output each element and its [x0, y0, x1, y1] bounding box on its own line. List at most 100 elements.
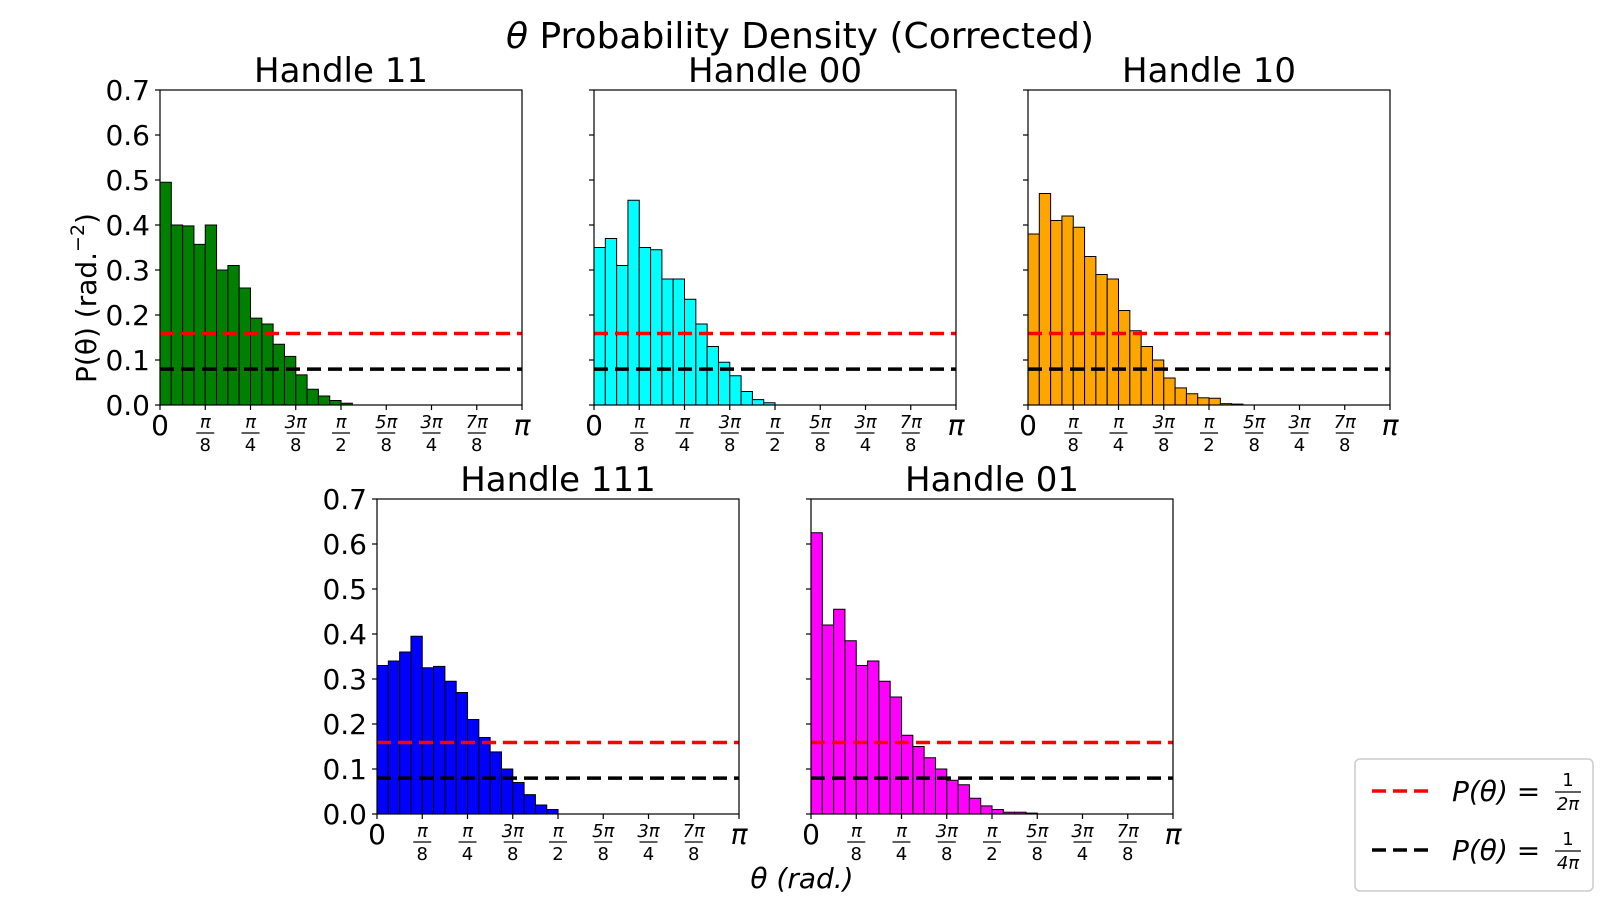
histogram-bar	[604, 238, 618, 406]
figure-title: θ Probability Density (Corrected)	[506, 16, 1094, 57]
histogram-bar	[478, 737, 491, 815]
histogram-bar	[272, 343, 285, 406]
x-tick-numerator: π	[679, 412, 691, 433]
histogram-bar	[295, 374, 308, 406]
histogram-bar	[1208, 397, 1221, 406]
x-tick-numerator: π	[336, 412, 348, 433]
histogram-bar	[957, 784, 970, 815]
x-tick-denominator: 8	[1122, 844, 1133, 865]
y-ticks	[1023, 89, 1028, 406]
y-tick-label: 0.2	[105, 299, 150, 332]
y-tick-label: 0.6	[322, 528, 367, 561]
subplots: Handle 110.00.10.20.30.40.50.60.70 π8π43π…	[105, 51, 1399, 865]
x-tick-denominator: 4	[896, 844, 907, 865]
x-tick-label: 0	[368, 818, 386, 851]
bars	[810, 532, 1038, 815]
x-tick-numerator: 3π	[1071, 821, 1094, 842]
x-tick-numerator: 3π	[502, 821, 525, 842]
x-tick-denominator: 8	[941, 844, 952, 865]
x-tick-denominator: 4	[1077, 844, 1088, 865]
histogram-bar	[1140, 346, 1153, 406]
figure-title-theta: θ	[506, 16, 528, 57]
y-tick-label: 0.4	[322, 618, 367, 651]
histogram-bar	[467, 719, 480, 815]
x-tick-numerator: π	[634, 412, 646, 433]
x-tick-denominator: 8	[290, 435, 301, 456]
x-tick-numerator: 3π	[854, 412, 877, 433]
histogram-bar	[810, 532, 823, 815]
subplot-title: Handle 10	[1122, 51, 1296, 91]
x-tick-denominator: 8	[507, 844, 518, 865]
x-tick-numerator: π	[851, 821, 863, 842]
y-ticks: 0.0 0.1 0.2 0.3 0.4 0.5 0.6 0.7	[105, 74, 160, 422]
histogram-bar	[534, 804, 548, 815]
histogram-bar	[1174, 387, 1187, 406]
histogram-bar	[410, 635, 423, 815]
x-tick-denominator: 8	[200, 435, 211, 456]
legend-label: P(θ) =	[1452, 775, 1540, 808]
x-tick-denominator: 2	[986, 844, 997, 865]
histogram-bar	[844, 640, 857, 815]
x-tick-fraction: 5π8	[1026, 821, 1049, 865]
x-tick-numerator: 5π	[1026, 821, 1049, 842]
y-axis-label-exponent: −2	[67, 224, 89, 252]
x-tick-denominator: 2	[1203, 435, 1214, 456]
histogram-bar	[227, 265, 240, 406]
histogram-bar	[1038, 193, 1052, 406]
x-tick-fraction: 3π4	[420, 412, 443, 456]
histogram-bar	[934, 768, 948, 815]
histogram-bar	[1106, 278, 1120, 406]
x-tick-denominator: 4	[679, 435, 690, 456]
histogram-bar	[751, 399, 765, 406]
y-ticks	[589, 89, 594, 406]
legend-item: P(θ) = 1 4π	[1372, 829, 1581, 874]
histogram-bar	[283, 355, 297, 406]
x-tick-numerator: 7π	[900, 412, 923, 433]
histogram-bar	[821, 624, 835, 815]
histogram-bar	[968, 797, 982, 815]
x-tick-denominator: 8	[471, 435, 482, 456]
histogram-bar	[523, 794, 536, 815]
histogram-bar	[444, 680, 457, 815]
bars	[593, 199, 776, 406]
x-tick-fraction: 3π8	[1153, 412, 1176, 456]
x-tick-fraction: π2	[549, 821, 567, 865]
x-tick-numerator: π	[245, 412, 257, 433]
y-tick-label: 0.5	[322, 573, 367, 606]
x-tick-fraction: π4	[458, 821, 477, 865]
x-tick-numerator: π	[1204, 412, 1216, 433]
x-tick-label: π	[1382, 409, 1400, 442]
x-tick-fraction: 5π8	[809, 412, 832, 456]
histogram-bar	[193, 243, 206, 406]
x-tick-label: π	[731, 818, 749, 851]
x-tick-fraction: 3π8	[285, 412, 308, 456]
y-axis-label: P(θ) (rad.−2)	[67, 213, 103, 383]
x-tick-numerator: π	[417, 821, 429, 842]
x-tick-fraction: π8	[196, 412, 215, 456]
x-tick-label: π	[948, 409, 966, 442]
y-tick-label: 0.3	[105, 254, 150, 287]
x-tick-numerator: 5π	[592, 821, 615, 842]
histogram-bar	[1072, 226, 1086, 406]
x-tick-denominator: 8	[598, 844, 609, 865]
x-tick-fraction: π8	[1064, 412, 1083, 456]
histogram-bar	[684, 298, 697, 406]
subplot-title: Handle 11	[254, 51, 428, 91]
histogram-bar	[706, 346, 719, 406]
histogram-bar	[627, 199, 640, 406]
histogram-bar	[672, 278, 686, 406]
x-tick-denominator: 2	[769, 435, 780, 456]
x-tick-denominator: 8	[1068, 435, 1079, 456]
y-tick-label: 0.7	[322, 483, 367, 516]
x-tick-fraction: 7π8	[466, 412, 489, 456]
histogram-bar	[1061, 215, 1074, 406]
x-tick-fraction: π4	[241, 412, 260, 456]
x-tick-numerator: 5π	[809, 412, 832, 433]
x-tick-fraction: 7π8	[900, 412, 923, 456]
figure-title-text: Probability Density (Corrected)	[528, 16, 1094, 57]
histogram-bar	[729, 375, 742, 406]
x-tick-denominator: 8	[1158, 435, 1169, 456]
